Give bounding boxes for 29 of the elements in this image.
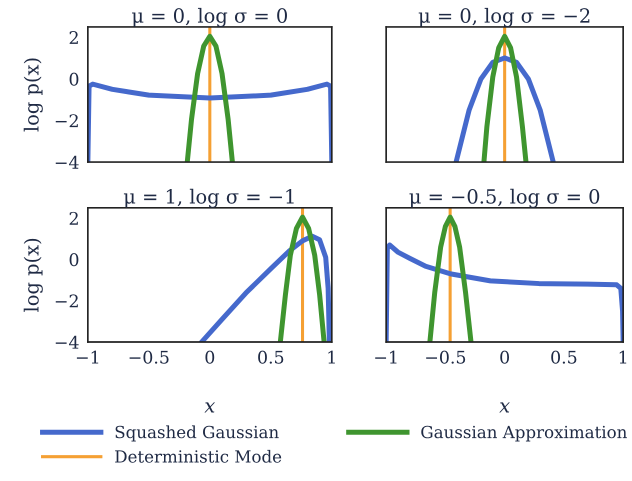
x-tick-label: 1 bbox=[328, 350, 335, 364]
chart-title: μ = 0, log σ = 0 bbox=[132, 8, 287, 27]
x-tick-label: 0.5 bbox=[258, 350, 284, 364]
x-tick-label: −0.5 bbox=[130, 350, 169, 364]
x-tick-label: 1 bbox=[620, 350, 626, 364]
y-axis-title: log p(x) bbox=[24, 238, 43, 312]
x-tick-label: 0 bbox=[205, 350, 214, 364]
legend-label: Gaussian Approximation bbox=[421, 426, 627, 442]
chart-title: μ = −0.5, log σ = 0 bbox=[409, 188, 600, 208]
x-axis-title: x bbox=[499, 402, 510, 412]
chart-title: μ = 1, log σ = −1 bbox=[124, 188, 294, 208]
y-tick-label: −2 bbox=[56, 294, 78, 308]
y-tick-label: −4 bbox=[56, 336, 79, 349]
y-tick-label: −2 bbox=[56, 114, 78, 128]
x-tick-label: −0.5 bbox=[426, 350, 466, 364]
y-tick-label: 0 bbox=[70, 253, 78, 266]
legend-label: Deterministic Mode bbox=[115, 450, 282, 463]
y-tick-label: 2 bbox=[70, 31, 78, 44]
y-tick-label: −4 bbox=[56, 156, 79, 169]
y-tick-label: 2 bbox=[70, 212, 78, 225]
y-tick-label: 0 bbox=[70, 72, 78, 86]
x-tick-label: −1 bbox=[375, 350, 396, 364]
x-tick-label: 0 bbox=[500, 350, 510, 364]
x-tick-label: −1 bbox=[76, 350, 98, 364]
x-axis-title: x bbox=[204, 402, 216, 412]
chart-title: μ = 0, log σ = −2 bbox=[418, 8, 590, 27]
y-axis-title: log p(x) bbox=[24, 58, 43, 132]
x-tick-label: 0.5 bbox=[551, 350, 576, 364]
legend-label: Squashed Gaussian bbox=[116, 425, 279, 442]
